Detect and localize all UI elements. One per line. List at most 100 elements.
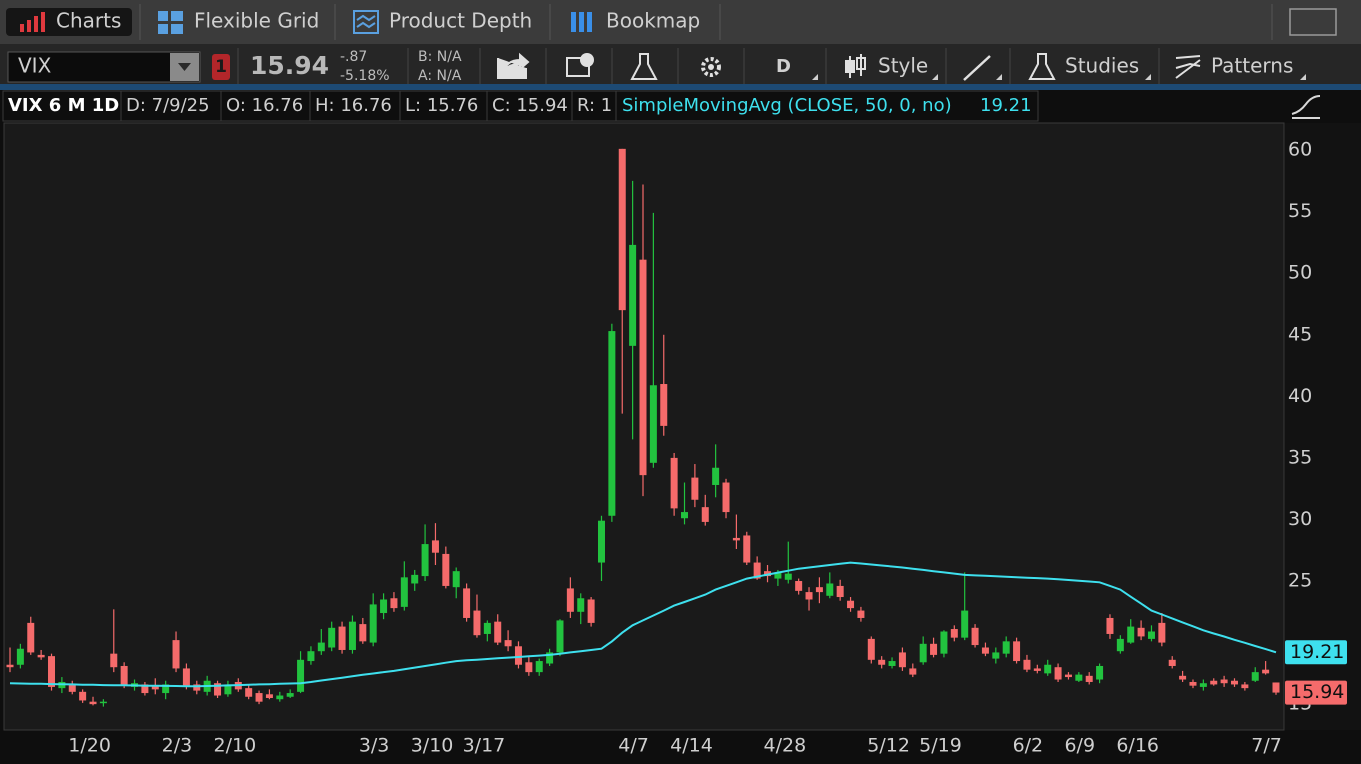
window-button[interactable] <box>1289 8 1337 36</box>
studies-menu[interactable]: Studies <box>1065 54 1139 78</box>
candle-body <box>836 585 844 598</box>
candle-body <box>1220 679 1228 684</box>
style-icon <box>845 54 866 78</box>
chart-label: VIX 6 M 1D <box>8 95 119 116</box>
candle-body <box>556 620 564 653</box>
candle-body <box>608 331 616 516</box>
tab[interactable]: Flexible Grid <box>194 9 319 33</box>
candle-body <box>421 544 429 577</box>
info-icon[interactable] <box>566 57 590 77</box>
candle-body <box>1085 675 1093 682</box>
tab[interactable]: Charts <box>56 9 121 33</box>
candle-body <box>214 683 222 696</box>
tab-bar <box>0 0 1361 44</box>
candle-body <box>774 572 782 579</box>
toolbar <box>0 44 1361 90</box>
candle-body <box>265 694 273 698</box>
drawing-toggle[interactable] <box>1291 95 1321 119</box>
candle-body <box>971 627 979 646</box>
study-value: 19.21 <box>980 95 1032 116</box>
candle-body <box>1023 659 1031 670</box>
candle-body <box>141 684 149 694</box>
x-tick-label: 6/9 <box>1064 735 1095 757</box>
candle-body <box>732 537 740 541</box>
share-icon[interactable] <box>497 52 530 79</box>
candle-body <box>348 621 356 650</box>
last-price: 15.94 <box>250 51 329 80</box>
candle-body <box>795 581 803 591</box>
candle-body <box>1075 674 1083 681</box>
candle-body <box>6 664 14 668</box>
candle-body <box>48 656 56 687</box>
candle-body <box>224 684 232 695</box>
candle-body <box>1158 622 1166 643</box>
tab[interactable]: Bookmap <box>606 9 700 33</box>
candle-body <box>753 562 761 579</box>
x-tick-label: 6/16 <box>1116 735 1159 757</box>
flask-icon[interactable] <box>630 53 658 80</box>
candle-body <box>120 665 128 686</box>
x-tick-label: 1/20 <box>68 735 111 757</box>
candle-body <box>1230 680 1238 685</box>
bar-close: C: 15.94 <box>492 95 568 116</box>
toolbar-underline <box>0 84 1361 90</box>
candle-body <box>919 643 927 663</box>
price-axis <box>1285 123 1361 730</box>
drawing-tool-icon[interactable] <box>963 55 991 81</box>
candle-body <box>701 507 709 522</box>
candle-body <box>400 577 408 607</box>
studies-icon <box>1028 53 1056 80</box>
candle-body <box>981 647 989 654</box>
tab[interactable]: Product Depth <box>389 9 532 33</box>
study-price-box <box>1285 640 1347 665</box>
style-menu[interactable]: Style <box>878 54 928 78</box>
bar-high: H: 16.76 <box>315 95 392 116</box>
candle-body <box>784 573 792 580</box>
x-tick-label: 3/17 <box>463 735 506 757</box>
candle-body <box>317 642 325 652</box>
candle-body <box>681 512 689 519</box>
candle-body <box>909 668 917 675</box>
study-name[interactable]: SimpleMovingAvg (CLOSE, 50, 0, no) <box>622 95 952 116</box>
x-tick-label: 2/10 <box>214 735 257 757</box>
symbol-input[interactable] <box>7 51 201 83</box>
candle-body <box>338 626 346 650</box>
gear-icon[interactable] <box>701 57 721 77</box>
candle-body <box>857 610 865 618</box>
candle-body <box>1106 617 1114 634</box>
depth-icon <box>353 10 379 34</box>
candle-body <box>1251 672 1259 681</box>
candle-body <box>1054 667 1062 680</box>
candle-body <box>867 638 875 660</box>
candle-body <box>1096 665 1104 680</box>
candle-body <box>504 640 512 647</box>
candle-body <box>992 652 1000 659</box>
candle-body <box>182 668 190 686</box>
patterns-menu[interactable]: Patterns <box>1211 54 1293 78</box>
candle-body <box>525 662 533 673</box>
x-tick-label: 3/10 <box>411 735 454 757</box>
x-tick-label: 5/19 <box>919 735 962 757</box>
candle-body <box>89 701 97 705</box>
candle-body <box>649 385 657 463</box>
candle-body <box>898 652 906 668</box>
candle-body <box>1013 641 1021 662</box>
candle-body <box>712 467 720 485</box>
aggregation[interactable]: D <box>776 56 791 77</box>
candle-body <box>743 535 751 563</box>
candle-body <box>805 592 813 600</box>
candle-body <box>577 598 585 612</box>
candle-body <box>1179 675 1187 680</box>
candle-body <box>79 691 87 701</box>
alert-badge[interactable] <box>212 54 230 80</box>
candle-body <box>37 654 45 658</box>
symbol[interactable]: VIX <box>18 54 52 78</box>
bid: B: N/A <box>418 49 462 65</box>
corner-arrow <box>996 74 1002 80</box>
charts-icon <box>20 12 45 32</box>
x-tick-label: 7/7 <box>1251 735 1282 757</box>
candle-body <box>1199 683 1207 687</box>
bar-low: L: 15.76 <box>405 95 478 116</box>
candle-body <box>1147 631 1155 639</box>
candle-body <box>463 588 471 618</box>
